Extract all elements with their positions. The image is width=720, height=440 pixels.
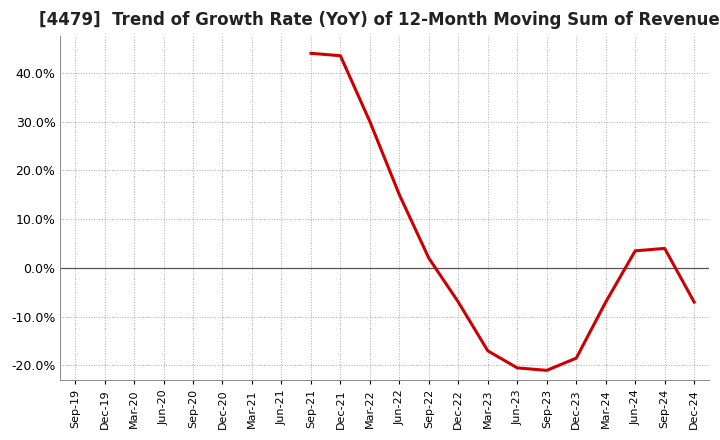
Title: [4479]  Trend of Growth Rate (YoY) of 12-Month Moving Sum of Revenues: [4479] Trend of Growth Rate (YoY) of 12-…: [40, 11, 720, 29]
